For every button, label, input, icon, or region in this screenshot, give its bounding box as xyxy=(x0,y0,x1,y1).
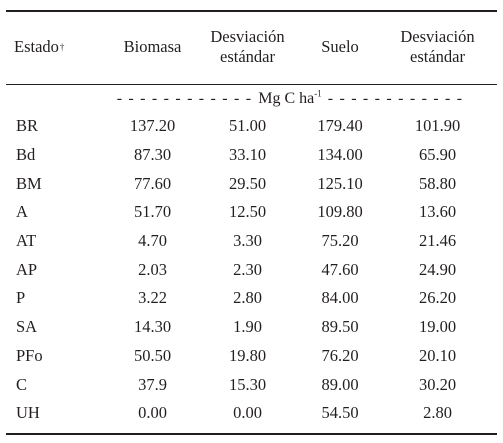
cell-suelo: 47.60 xyxy=(321,259,359,279)
cell-suelo: 89.00 xyxy=(321,374,359,394)
cell-suelo: 84.00 xyxy=(321,288,359,308)
cell-estado: AT xyxy=(16,231,37,251)
cell-biomasa: 51.70 xyxy=(133,202,172,222)
cell-biomasa: 77.60 xyxy=(133,173,172,193)
units-text: Mg C ha xyxy=(258,90,315,107)
cell-desv-suelo: 26.20 xyxy=(418,288,457,308)
header-suelo-label: Suelo xyxy=(321,37,359,56)
table-row: Bd 87.30 33.10 134.00 65.90 xyxy=(0,141,503,170)
cell-desv-biomasa: 3.30 xyxy=(233,231,262,251)
cell-biomasa: 0.00 xyxy=(138,403,167,423)
cell-desv-suelo: 65.90 xyxy=(418,145,457,165)
cell-desv-suelo: 20.10 xyxy=(418,345,457,365)
table-row: SA 14.30 1.90 89.50 19.00 xyxy=(0,313,503,342)
header-desv1-line1: Desviación xyxy=(210,27,285,46)
cell-biomasa: 2.03 xyxy=(138,259,167,279)
cell-estado: P xyxy=(16,288,26,308)
table-row: BM 77.60 29.50 125.10 58.80 xyxy=(0,169,503,198)
cell-desv-biomasa: 2.80 xyxy=(233,288,262,308)
cell-estado: SA xyxy=(16,317,38,337)
table-top-rule xyxy=(6,10,497,12)
cell-suelo: 76.20 xyxy=(321,345,359,365)
table-row: C 37.9 15.30 89.00 30.20 xyxy=(0,370,503,399)
table-row: PFo 50.50 19.80 76.20 20.10 xyxy=(0,342,503,371)
header-desv1-line2: estándar xyxy=(220,47,275,66)
cell-biomasa: 137.20 xyxy=(129,116,176,136)
cell-desv-suelo: 21.46 xyxy=(418,231,457,251)
units-row: - - - - - - - - - - - - Mg C ha-1 - - - … xyxy=(100,89,480,109)
cell-desv-suelo: 19.00 xyxy=(418,317,457,337)
header-estado: Estado † xyxy=(14,37,65,56)
table-row: UH 0.00 0.00 54.50 2.80 xyxy=(0,399,503,428)
table-row: P 3.22 2.80 84.00 26.20 xyxy=(0,284,503,313)
cell-estado: UH xyxy=(16,403,40,423)
cell-estado: PFo xyxy=(16,345,43,365)
cell-suelo: 134.00 xyxy=(317,145,363,165)
cell-desv-biomasa: 29.50 xyxy=(228,173,267,193)
cell-biomasa: 37.9 xyxy=(138,374,167,394)
cell-biomasa: 14.30 xyxy=(133,317,172,337)
header-desviacion-biomasa: Desviación estándar xyxy=(200,18,295,76)
table-bottom-rule xyxy=(6,433,497,435)
table-row: AT 4.70 3.30 75.20 21.46 xyxy=(0,227,503,256)
table-row: A 51.70 12.50 109.80 13.60 xyxy=(0,198,503,227)
header-desv2-line1: Desviación xyxy=(400,27,475,46)
table-row: AP 2.03 2.30 47.60 24.90 xyxy=(0,255,503,284)
cell-desv-suelo: 58.80 xyxy=(418,173,457,193)
header-estado-label: Estado xyxy=(14,37,59,56)
table-body: BR 137.20 51.00 179.40 101.90 Bd 87.30 3… xyxy=(0,112,503,428)
cell-suelo: 179.40 xyxy=(317,116,363,136)
cell-biomasa: 3.22 xyxy=(138,288,167,308)
table-row: BR 137.20 51.00 179.40 101.90 xyxy=(0,112,503,141)
cell-desv-suelo: 101.90 xyxy=(414,116,461,136)
cell-biomasa: 50.50 xyxy=(133,345,172,365)
cell-desv-biomasa: 0.00 xyxy=(233,403,262,423)
cell-estado: C xyxy=(16,374,28,394)
cell-desv-suelo: 13.60 xyxy=(418,202,457,222)
cell-estado: AP xyxy=(16,259,38,279)
units-dashes-right: - - - - - - - - - - - - xyxy=(327,90,464,107)
cell-desv-biomasa: 2.30 xyxy=(233,259,262,279)
header-desviacion-suelo: Desviación estándar xyxy=(385,18,490,76)
cell-suelo: 89.50 xyxy=(321,317,359,337)
cell-suelo: 109.80 xyxy=(317,202,363,222)
cell-biomasa: 4.70 xyxy=(138,231,167,251)
cell-desv-biomasa: 15.30 xyxy=(228,374,267,394)
cell-estado: BR xyxy=(16,116,39,136)
units-dashes-left: - - - - - - - - - - - - xyxy=(116,90,253,107)
cell-estado: A xyxy=(16,202,28,222)
cell-desv-suelo: 2.80 xyxy=(423,403,452,423)
header-suelo: Suelo xyxy=(305,18,375,76)
cell-suelo: 75.20 xyxy=(321,231,359,251)
header-biomasa: Biomasa xyxy=(110,18,195,76)
cell-estado: Bd xyxy=(16,145,36,165)
units-exponent: -1 xyxy=(314,88,322,99)
cell-desv-biomasa: 33.10 xyxy=(228,145,267,165)
cell-desv-biomasa: 19.80 xyxy=(228,345,267,365)
cell-desv-biomasa: 1.90 xyxy=(233,317,262,337)
cell-desv-suelo: 30.20 xyxy=(418,374,457,394)
cell-estado: BM xyxy=(16,173,42,193)
header-biomasa-label: Biomasa xyxy=(123,37,182,56)
cell-biomasa: 87.30 xyxy=(133,145,172,165)
cell-desv-biomasa: 12.50 xyxy=(228,202,267,222)
cell-suelo: 54.50 xyxy=(321,403,359,423)
header-desv2-line2: estándar xyxy=(410,47,465,66)
cell-desv-biomasa: 51.00 xyxy=(228,116,267,136)
cell-suelo: 125.10 xyxy=(317,173,363,193)
cell-desv-suelo: 24.90 xyxy=(418,259,457,279)
units-label: Mg C ha-1 xyxy=(258,88,322,108)
header-rule xyxy=(6,84,497,85)
